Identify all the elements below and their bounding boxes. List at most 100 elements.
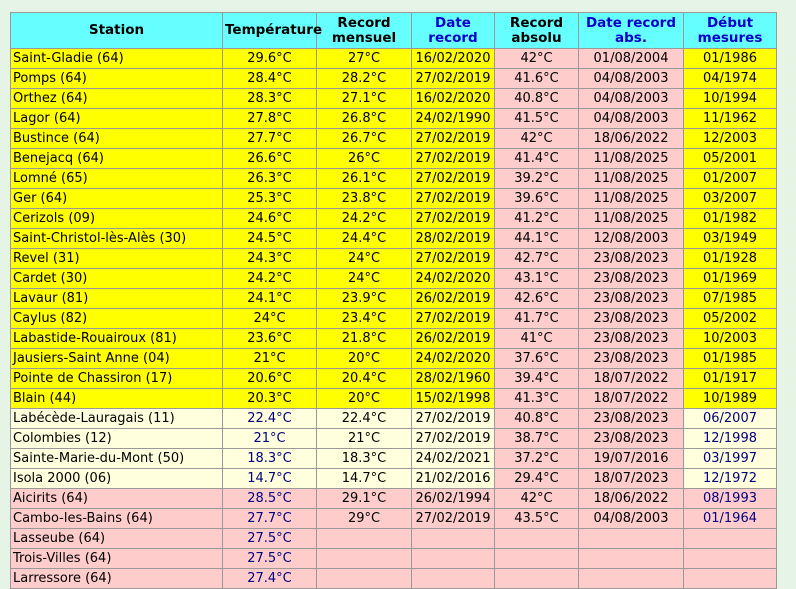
cell: 07/1985 xyxy=(683,288,777,309)
station-row: Isola 2000 (06) 14.7°C 14.7°C 21/02/2016 29.… xyxy=(10,468,777,489)
cell: 05/2001 xyxy=(683,148,777,169)
cell: 21°C xyxy=(222,348,317,369)
cell: 23/08/2023 xyxy=(578,268,684,289)
cell xyxy=(578,548,684,569)
cell: 41.5°C xyxy=(494,108,579,129)
station-row: Sainte-Marie-du-Mont (50) 18.3°C 18.3°C 24/… xyxy=(10,448,777,469)
cell: 41.3°C xyxy=(494,388,579,409)
cell xyxy=(316,528,412,549)
cell: 18.3°C xyxy=(222,448,317,469)
cell: 16/02/2020 xyxy=(411,88,495,109)
cell xyxy=(494,548,579,569)
cell: 23.9°C xyxy=(316,288,412,309)
cell: 29.1°C xyxy=(316,488,412,509)
cell: 18/06/2022 xyxy=(578,128,684,149)
cell: 15/02/1998 xyxy=(411,388,495,409)
cell: 23/08/2023 xyxy=(578,328,684,349)
station-name: Isola 2000 (06) xyxy=(10,468,223,489)
station-name: Labécède-Lauragais (11) xyxy=(10,408,223,429)
cell: 42°C xyxy=(494,128,579,149)
station-name: Saint-Gladie (64) xyxy=(10,48,223,69)
cell: 23.6°C xyxy=(222,328,317,349)
column-header: Température xyxy=(222,12,322,49)
cell: 16/02/2020 xyxy=(411,48,495,69)
station-name: Sainte-Marie-du-Mont (50) xyxy=(10,448,223,469)
station-row: Lagor (64) 27.8°C 26.8°C 24/02/1990 41.5°C 04… xyxy=(10,108,777,129)
station-name: Benejacq (64) xyxy=(10,148,223,169)
station-row: Bustince (64) 27.7°C 26.7°C 27/02/2019 42°C 1… xyxy=(10,128,777,149)
cell: 01/1917 xyxy=(683,368,777,389)
cell: 23/08/2023 xyxy=(578,288,684,309)
cell xyxy=(411,548,495,569)
station-row: Labécède-Lauragais (11) 22.4°C 22.4°C 27/02… xyxy=(10,408,777,429)
station-name: Lasseube (64) xyxy=(10,528,223,549)
cell: 27.7°C xyxy=(222,128,317,149)
station-name: Colombies (12) xyxy=(10,428,223,449)
station-row: Saint-Christol-lès-Alès (30) 24.5°C 24.4°C… xyxy=(10,228,777,249)
station-name: Caylus (82) xyxy=(10,308,223,329)
cell: 29°C xyxy=(316,508,412,529)
station-row: Orthez (64) 28.3°C 27.1°C 16/02/2020 40.8°C 0… xyxy=(10,88,777,109)
cell: 27/02/2019 xyxy=(411,428,495,449)
cell: 26°C xyxy=(316,148,412,169)
cell: 26/02/2019 xyxy=(411,288,495,309)
table-body: Saint-Gladie (64) 29.6°C 27°C 16/02/2020 42°… xyxy=(10,48,777,589)
cell: 24°C xyxy=(316,248,412,269)
cell: 18/07/2022 xyxy=(578,368,684,389)
station-name: Ger (64) xyxy=(10,188,223,209)
cell: 11/08/2025 xyxy=(578,188,684,209)
cell: 43.5°C xyxy=(494,508,579,529)
cell: 27/02/2019 xyxy=(411,128,495,149)
station-row: Cambo-les-Bains (64) 27.7°C 29°C 27/02/2019… xyxy=(10,508,777,529)
cell: 23/08/2023 xyxy=(578,248,684,269)
cell: 04/1974 xyxy=(683,68,777,89)
cell: 01/1969 xyxy=(683,268,777,289)
cell: 18.3°C xyxy=(316,448,412,469)
cell: 03/1949 xyxy=(683,228,777,249)
cell: 27/02/2019 xyxy=(411,168,495,189)
cell: 27/02/2019 xyxy=(411,408,495,429)
station-row: Pointe de Chassiron (17) 20.6°C 20.4°C 28/0… xyxy=(10,368,777,389)
column-header: Début mesures xyxy=(683,12,777,49)
cell: 27°C xyxy=(316,48,412,69)
cell: 05/2002 xyxy=(683,308,777,329)
cell: 12/08/2003 xyxy=(578,228,684,249)
cell: 24/02/1990 xyxy=(411,108,495,129)
cell: 39.2°C xyxy=(494,168,579,189)
station-name: Jausiers-Saint Anne (04) xyxy=(10,348,223,369)
station-name: Saint-Christol-lès-Alès (30) xyxy=(10,228,223,249)
cell: 39.6°C xyxy=(494,188,579,209)
station-row: Blain (44) 20.3°C 20°C 15/02/1998 41.3°C 18/0… xyxy=(10,388,777,409)
cell: 28.4°C xyxy=(222,68,317,89)
cell xyxy=(494,528,579,549)
station-row: Trois-Villes (64) 27.5°C xyxy=(10,548,777,569)
cell: 21°C xyxy=(316,428,412,449)
cell: 24/02/2020 xyxy=(411,348,495,369)
station-name: Trois-Villes (64) xyxy=(10,548,223,569)
cell: 20.6°C xyxy=(222,368,317,389)
cell: 24.4°C xyxy=(316,228,412,249)
cell: 23.8°C xyxy=(316,188,412,209)
station-name: Cardet (30) xyxy=(10,268,223,289)
page: Station Température Record mensuel Date rec… xyxy=(10,12,777,589)
station-name: Lagor (64) xyxy=(10,108,223,129)
cell: 20.3°C xyxy=(222,388,317,409)
cell: 27.5°C xyxy=(222,548,317,569)
cell: 20.4°C xyxy=(316,368,412,389)
cell: 01/1928 xyxy=(683,248,777,269)
cell: 24.2°C xyxy=(222,268,317,289)
cell: 01/1982 xyxy=(683,208,777,229)
cell: 39.4°C xyxy=(494,368,579,389)
station-name: Cambo-les-Bains (64) xyxy=(10,508,223,529)
column-header: Date record abs. xyxy=(578,12,684,49)
cell: 28.2°C xyxy=(316,68,412,89)
station-row: Ger (64) 25.3°C 23.8°C 27/02/2019 39.6°C 11/0… xyxy=(10,188,777,209)
cell: 10/2003 xyxy=(683,328,777,349)
cell: 26.1°C xyxy=(316,168,412,189)
cell: 18/07/2023 xyxy=(578,468,684,489)
cell xyxy=(683,548,777,569)
cell: 27/02/2019 xyxy=(411,208,495,229)
cell: 14.7°C xyxy=(316,468,412,489)
cell: 04/08/2003 xyxy=(578,108,684,129)
station-name: Revel (31) xyxy=(10,248,223,269)
